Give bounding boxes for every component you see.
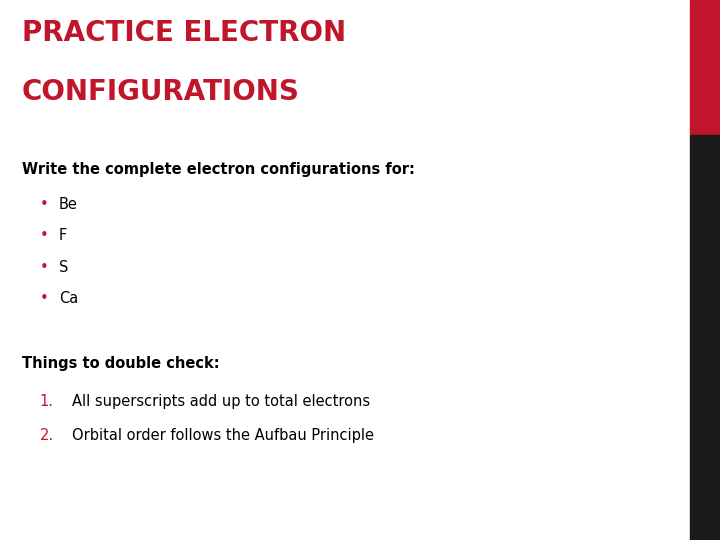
Text: Be: Be [59,197,78,212]
Text: •: • [40,197,48,212]
Text: 1.: 1. [40,394,53,409]
Text: 2.: 2. [40,428,54,443]
Text: Orbital order follows the Aufbau Principle: Orbital order follows the Aufbau Princip… [72,428,374,443]
Text: •: • [40,228,48,244]
Text: All superscripts add up to total electrons: All superscripts add up to total electro… [72,394,370,409]
Bar [690,135,720,540]
Text: •: • [40,260,48,275]
Text: CONFIGURATIONS: CONFIGURATIONS [22,78,300,106]
Text: S: S [59,260,68,275]
Text: •: • [40,291,48,306]
Text: PRACTICE ELECTRON: PRACTICE ELECTRON [22,19,346,47]
Text: F: F [59,228,67,244]
Text: Ca: Ca [59,291,78,306]
Bar [690,0,720,135]
Text: Write the complete electron configurations for:: Write the complete electron configuratio… [22,162,415,177]
Text: Things to double check:: Things to double check: [22,356,219,372]
